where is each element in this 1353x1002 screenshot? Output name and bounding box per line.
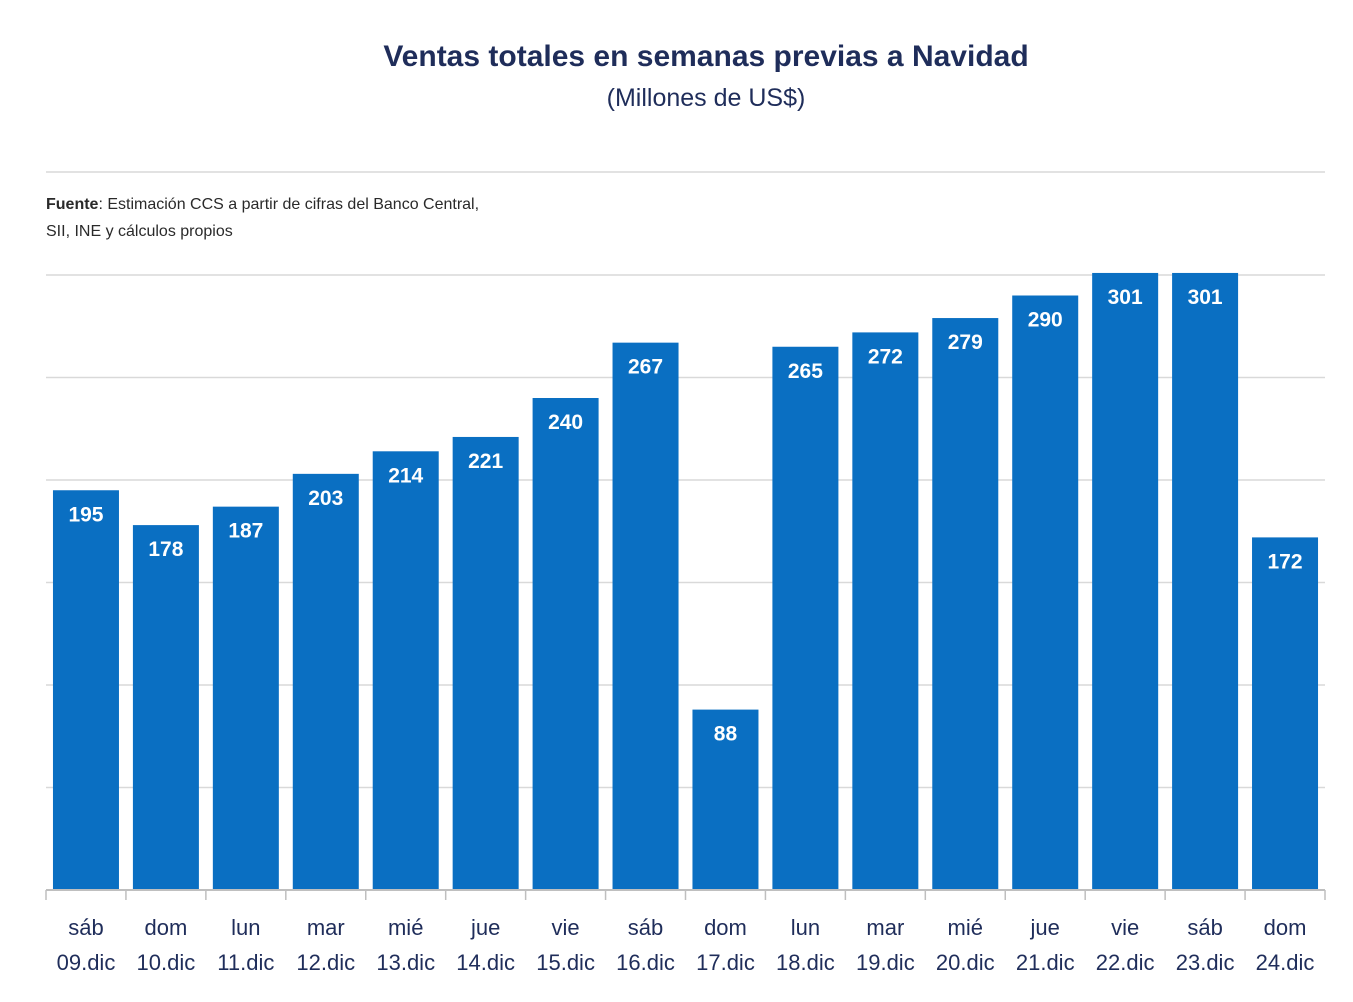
data-label: 240 (548, 411, 583, 434)
x-tick-label-date: 14.dic (456, 950, 515, 975)
x-tick-label-day: mar (866, 915, 904, 940)
bar (1172, 272, 1239, 890)
x-tick-label-day: lun (231, 915, 260, 940)
chart-title: Ventas totales en semanas previas a Navi… (383, 40, 1028, 73)
bar (1012, 295, 1079, 890)
x-tick-label-day: dom (704, 915, 747, 940)
data-label: 301 (1188, 286, 1223, 309)
bar (452, 436, 519, 890)
x-tick-label-date: 15.dic (536, 950, 595, 975)
bar (852, 332, 919, 890)
data-label: 265 (788, 360, 823, 383)
x-tick-label-date: 20.dic (936, 950, 995, 975)
data-labels: 195 178 187 203 214 221 240 267 88 265 272 279 290 30… (68, 286, 1302, 746)
x-tick-label-date: 12.dic (296, 950, 355, 975)
x-tick-label-date: 13.dic (376, 950, 435, 975)
x-tick-label-date: 09.dic (57, 950, 116, 975)
x-tick-label-date: 18.dic (776, 950, 835, 975)
bar (692, 709, 759, 890)
bar (52, 490, 119, 890)
data-label: 214 (388, 464, 423, 487)
source-text: : Estimación CCS a partir de cifras del … (98, 196, 479, 213)
x-tick-label-date: 10.dic (137, 950, 196, 975)
x-tick-label-day: mié (948, 915, 983, 940)
data-label: 267 (628, 356, 663, 379)
data-label: 290 (1028, 309, 1063, 332)
x-tick-label-date: 16.dic (616, 950, 675, 975)
x-tick-label-date: 17.dic (696, 950, 755, 975)
x-tick-label-date: 22.dic (1096, 950, 1155, 975)
x-tick-label-day: jue (1030, 915, 1060, 940)
x-tick-label-day: dom (145, 915, 188, 940)
x-tick-label-day: jue (470, 915, 500, 940)
data-label: 187 (228, 520, 263, 543)
bar (132, 525, 199, 890)
data-label: 272 (868, 345, 903, 368)
x-tick-label-date: 24.dic (1256, 950, 1315, 975)
x-tick-label-day: sáb (628, 915, 663, 940)
bar (292, 473, 359, 890)
bar (772, 346, 839, 890)
bar (372, 451, 439, 890)
x-tick-label-day: mié (388, 915, 423, 940)
x-tick-label-day: sáb (68, 915, 103, 940)
x-tick-label-day: vie (552, 915, 580, 940)
x-tick-label-date: 21.dic (1016, 950, 1075, 975)
x-tick-label-day: sáb (1187, 915, 1222, 940)
bar (212, 506, 279, 890)
bar (932, 318, 999, 890)
data-label: 203 (308, 487, 343, 510)
x-axis: sáb 09.dic dom 10.dic lun 11.dic mar 12.dic mié 1… (45, 889, 1326, 975)
x-tick-label-date: 19.dic (856, 950, 915, 975)
x-tick-label-day: dom (1264, 915, 1307, 940)
data-label: 301 (1108, 286, 1143, 309)
source-note-line1: Fuente: Estimación CCS a partir de cifra… (46, 196, 479, 213)
source-label: Fuente (46, 196, 99, 213)
bar (612, 342, 679, 890)
data-label: 172 (1268, 550, 1303, 573)
data-label: 279 (948, 331, 983, 354)
bars (52, 272, 1319, 890)
data-label: 88 (714, 723, 738, 746)
x-tick-label-day: vie (1111, 915, 1139, 940)
bar (1252, 537, 1319, 890)
x-tick-label-date: 23.dic (1176, 950, 1235, 975)
bar (1092, 272, 1159, 890)
source-note-line2: SII, INE y cálculos propios (46, 223, 233, 240)
x-tick-label-day: mar (307, 915, 345, 940)
data-label: 178 (148, 538, 183, 561)
data-label: 195 (68, 503, 103, 526)
chart-subtitle: (Millones de US$) (607, 84, 806, 112)
data-label: 221 (468, 450, 503, 473)
bar (532, 398, 599, 890)
x-tick-label-day: lun (791, 915, 820, 940)
x-tick-label-date: 11.dic (217, 950, 274, 975)
